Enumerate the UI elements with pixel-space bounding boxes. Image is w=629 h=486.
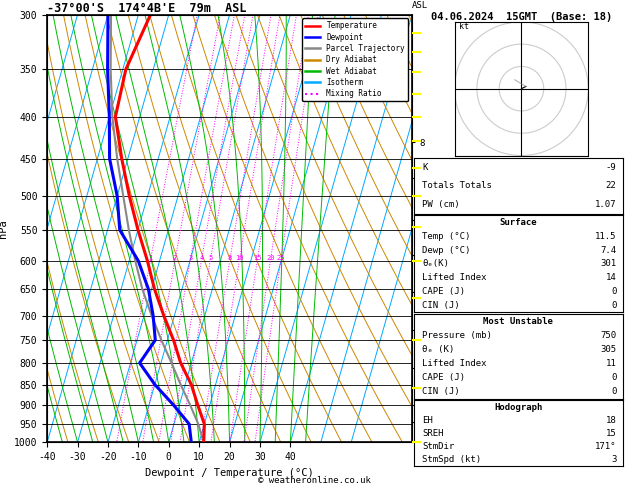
Text: 14: 14 — [606, 273, 616, 282]
Text: 171°: 171° — [595, 442, 616, 451]
Text: 0: 0 — [611, 387, 616, 397]
Text: 0: 0 — [611, 287, 616, 296]
Text: 22: 22 — [606, 181, 616, 191]
X-axis label: Dewpoint / Temperature (°C): Dewpoint / Temperature (°C) — [145, 468, 314, 478]
Text: 1: 1 — [148, 255, 152, 260]
Text: 8: 8 — [228, 255, 232, 260]
Text: 5: 5 — [208, 255, 213, 260]
Text: 1.07: 1.07 — [595, 200, 616, 209]
Text: 301: 301 — [600, 260, 616, 268]
Text: CAPE (J): CAPE (J) — [422, 373, 465, 382]
Text: 2: 2 — [173, 255, 177, 260]
Text: θₑ(K): θₑ(K) — [422, 260, 449, 268]
Text: 20: 20 — [266, 255, 275, 260]
Text: 4: 4 — [199, 255, 204, 260]
Text: 7.4: 7.4 — [600, 245, 616, 255]
Text: 25: 25 — [277, 255, 285, 260]
Text: 04.06.2024  15GMT  (Base: 18): 04.06.2024 15GMT (Base: 18) — [431, 12, 612, 22]
Text: SREH: SREH — [422, 429, 443, 438]
Text: 750: 750 — [600, 330, 616, 340]
Text: StmSpd (kt): StmSpd (kt) — [422, 455, 481, 464]
Text: Lifted Index: Lifted Index — [422, 359, 487, 368]
Text: Dewp (°C): Dewp (°C) — [422, 245, 470, 255]
Text: 10: 10 — [235, 255, 243, 260]
Text: K: K — [422, 163, 428, 172]
Text: 18: 18 — [606, 416, 616, 425]
Text: θₑ (K): θₑ (K) — [422, 345, 455, 354]
Text: Surface: Surface — [499, 218, 537, 227]
Text: CIN (J): CIN (J) — [422, 387, 460, 397]
Text: 11.5: 11.5 — [595, 232, 616, 241]
Text: © weatheronline.co.uk: © weatheronline.co.uk — [258, 476, 371, 485]
Text: CAPE (J): CAPE (J) — [422, 287, 465, 296]
Text: 0: 0 — [611, 301, 616, 310]
Text: Pressure (mb): Pressure (mb) — [422, 330, 492, 340]
Text: 15: 15 — [253, 255, 262, 260]
Text: -9: -9 — [606, 163, 616, 172]
Text: 3: 3 — [188, 255, 192, 260]
Text: kt: kt — [459, 21, 469, 31]
Text: -37°00'S  174°4B'E  79m  ASL: -37°00'S 174°4B'E 79m ASL — [47, 1, 247, 15]
Text: PW (cm): PW (cm) — [422, 200, 460, 209]
Text: 11: 11 — [606, 359, 616, 368]
Text: Most Unstable: Most Unstable — [483, 316, 554, 326]
Text: 15: 15 — [606, 429, 616, 438]
Text: Totals Totals: Totals Totals — [422, 181, 492, 191]
Text: km
ASL: km ASL — [412, 0, 428, 10]
Text: 305: 305 — [600, 345, 616, 354]
Text: 0: 0 — [611, 373, 616, 382]
Text: 3: 3 — [611, 455, 616, 464]
Text: CIN (J): CIN (J) — [422, 301, 460, 310]
Text: EH: EH — [422, 416, 433, 425]
Text: Hodograph: Hodograph — [494, 402, 542, 412]
Text: Lifted Index: Lifted Index — [422, 273, 487, 282]
Text: StmDir: StmDir — [422, 442, 455, 451]
Legend: Temperature, Dewpoint, Parcel Trajectory, Dry Adiabat, Wet Adiabat, Isotherm, Mi: Temperature, Dewpoint, Parcel Trajectory… — [302, 18, 408, 101]
Y-axis label: hPa: hPa — [0, 219, 8, 238]
Text: Temp (°C): Temp (°C) — [422, 232, 470, 241]
